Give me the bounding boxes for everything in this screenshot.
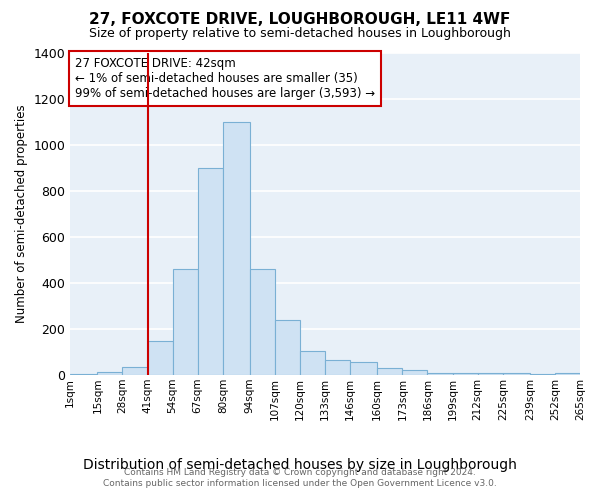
Text: 27, FOXCOTE DRIVE, LOUGHBOROUGH, LE11 4WF: 27, FOXCOTE DRIVE, LOUGHBOROUGH, LE11 4W… bbox=[89, 12, 511, 28]
Bar bbox=[97, 372, 122, 375]
Text: 27 FOXCOTE DRIVE: 42sqm
← 1% of semi-detached houses are smaller (35)
99% of sem: 27 FOXCOTE DRIVE: 42sqm ← 1% of semi-det… bbox=[76, 58, 376, 100]
Bar bbox=[148, 340, 173, 375]
Bar bbox=[300, 351, 325, 375]
Text: Size of property relative to semi-detached houses in Loughborough: Size of property relative to semi-detach… bbox=[89, 28, 511, 40]
Bar bbox=[530, 374, 555, 375]
Y-axis label: Number of semi-detached properties: Number of semi-detached properties bbox=[15, 104, 28, 323]
Bar bbox=[503, 374, 530, 375]
Bar bbox=[478, 373, 503, 375]
Bar bbox=[403, 370, 427, 375]
Bar bbox=[427, 374, 452, 375]
Bar bbox=[275, 320, 300, 375]
Text: Contains HM Land Registry data © Crown copyright and database right 2024.
Contai: Contains HM Land Registry data © Crown c… bbox=[103, 468, 497, 487]
Bar bbox=[325, 360, 350, 375]
Text: Distribution of semi-detached houses by size in Loughborough: Distribution of semi-detached houses by … bbox=[83, 458, 517, 471]
Bar bbox=[452, 373, 478, 375]
Bar bbox=[250, 269, 275, 375]
Bar bbox=[70, 374, 97, 375]
Bar bbox=[122, 367, 148, 375]
Bar bbox=[377, 368, 403, 375]
Bar bbox=[350, 362, 377, 375]
Bar bbox=[223, 122, 250, 375]
Bar bbox=[555, 373, 580, 375]
Bar bbox=[198, 168, 223, 375]
Bar bbox=[173, 269, 198, 375]
